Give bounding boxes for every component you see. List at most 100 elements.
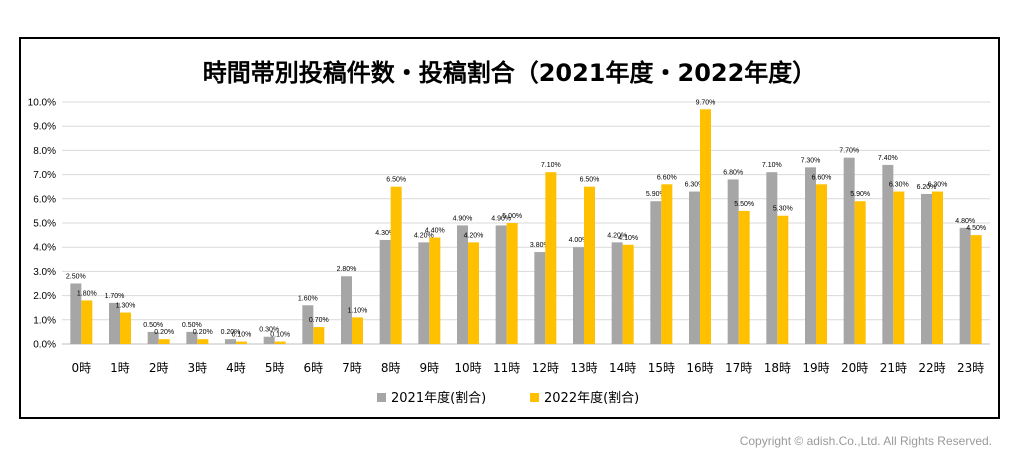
bar <box>390 186 402 344</box>
data-label: 0.50% <box>143 322 163 329</box>
x-tick-label: 13時 <box>570 361 597 375</box>
data-label: 6.60% <box>812 174 832 181</box>
data-label: 4.30% <box>375 230 395 237</box>
bar <box>506 223 518 344</box>
data-label: 0.10% <box>270 332 290 339</box>
data-label: 0.10% <box>232 332 252 339</box>
bar <box>468 242 479 344</box>
bar <box>81 300 93 344</box>
y-tick-label: 4.0% <box>33 243 56 254</box>
bar <box>545 172 557 344</box>
bar <box>700 109 711 344</box>
bar <box>109 302 120 344</box>
bar <box>611 242 623 344</box>
x-tick-label: 14時 <box>609 361 636 375</box>
data-label: 2.50% <box>66 274 86 281</box>
data-label: 6.20% <box>917 184 937 191</box>
data-label: 7.30% <box>801 157 821 164</box>
bar <box>932 191 943 344</box>
data-label: 6.30% <box>685 182 705 189</box>
legend-label: 2021年度(割合) <box>391 390 486 406</box>
data-label: 5.00% <box>502 213 522 220</box>
data-label: 6.60% <box>657 174 677 181</box>
data-label: 5.90% <box>646 191 666 198</box>
data-label: 1.10% <box>348 307 368 314</box>
data-label: 7.70% <box>839 148 859 155</box>
data-label: 3.80% <box>530 242 550 249</box>
bar <box>766 172 778 344</box>
bar <box>816 184 827 344</box>
bar <box>158 339 170 344</box>
data-label: 7.40% <box>878 155 898 162</box>
legend-label: 2022年度(割合) <box>544 390 639 406</box>
data-label: 4.20% <box>607 232 627 239</box>
data-label: 4.80% <box>955 218 975 225</box>
y-tick-label: 0.0% <box>33 340 56 351</box>
chart-title: 時間帯別投稿件数・投稿割合（2021年度・2022年度） <box>202 59 817 87</box>
x-tick-label: 1時 <box>110 361 130 375</box>
bar <box>573 247 584 344</box>
y-tick-label: 8.0% <box>33 146 56 157</box>
bar <box>236 341 247 344</box>
x-tick-label: 20時 <box>841 361 868 375</box>
bar <box>120 312 131 344</box>
bar <box>843 157 855 344</box>
data-label: 6.50% <box>386 177 406 184</box>
bar <box>650 201 662 344</box>
x-tick-label: 12時 <box>532 361 559 375</box>
copyright-notice: Copyright © adish.Co.,Ltd. All Rights Re… <box>739 434 992 448</box>
data-label: 5.30% <box>773 206 793 213</box>
x-tick-label: 19時 <box>802 361 829 375</box>
data-label: 7.10% <box>541 162 561 169</box>
bar <box>352 317 363 344</box>
x-tick-label: 18時 <box>764 361 791 375</box>
bar <box>854 201 866 344</box>
data-label: 4.40% <box>425 228 445 235</box>
bar <box>379 239 391 344</box>
data-label: 1.70% <box>105 293 125 300</box>
bar <box>225 339 236 344</box>
bar <box>186 331 198 344</box>
x-tick-label: 6時 <box>304 361 324 375</box>
bar <box>313 327 325 344</box>
data-label: 4.90% <box>453 215 473 222</box>
data-label: 6.50% <box>580 177 600 184</box>
bar <box>661 184 673 344</box>
bar <box>970 235 982 344</box>
bar <box>274 341 286 344</box>
bar <box>457 225 468 344</box>
x-tick-label: 16時 <box>686 361 713 375</box>
data-label: 4.20% <box>464 232 484 239</box>
bar <box>147 331 159 344</box>
legend-swatch <box>530 393 539 402</box>
data-label: 0.20% <box>193 329 213 336</box>
bar <box>882 164 894 344</box>
x-tick-label: 11時 <box>493 361 520 375</box>
data-label: 0.30% <box>259 327 279 334</box>
legend-swatch <box>377 393 386 402</box>
x-tick-label: 23時 <box>957 361 984 375</box>
y-tick-label: 3.0% <box>33 267 56 278</box>
data-label: 2.80% <box>337 266 357 273</box>
y-tick-label: 9.0% <box>33 122 56 133</box>
x-tick-label: 8時 <box>381 361 401 375</box>
data-label: 4.10% <box>618 235 638 242</box>
data-label: 4.50% <box>966 225 986 232</box>
bar <box>893 191 905 344</box>
data-label: 5.50% <box>734 201 754 208</box>
bar <box>921 193 932 344</box>
x-tick-label: 17時 <box>725 361 752 375</box>
y-tick-label: 1.0% <box>33 315 56 326</box>
bar <box>689 191 700 344</box>
bar <box>584 186 595 344</box>
bar <box>418 242 430 344</box>
y-tick-label: 5.0% <box>33 219 56 230</box>
data-label: 6.80% <box>723 169 743 176</box>
bar <box>738 210 750 344</box>
bar <box>70 283 82 344</box>
bar <box>727 179 739 344</box>
x-tick-label: 0時 <box>72 361 92 375</box>
x-tick-label: 7時 <box>342 361 362 375</box>
data-label: 6.30% <box>889 182 909 189</box>
bar <box>534 252 546 344</box>
